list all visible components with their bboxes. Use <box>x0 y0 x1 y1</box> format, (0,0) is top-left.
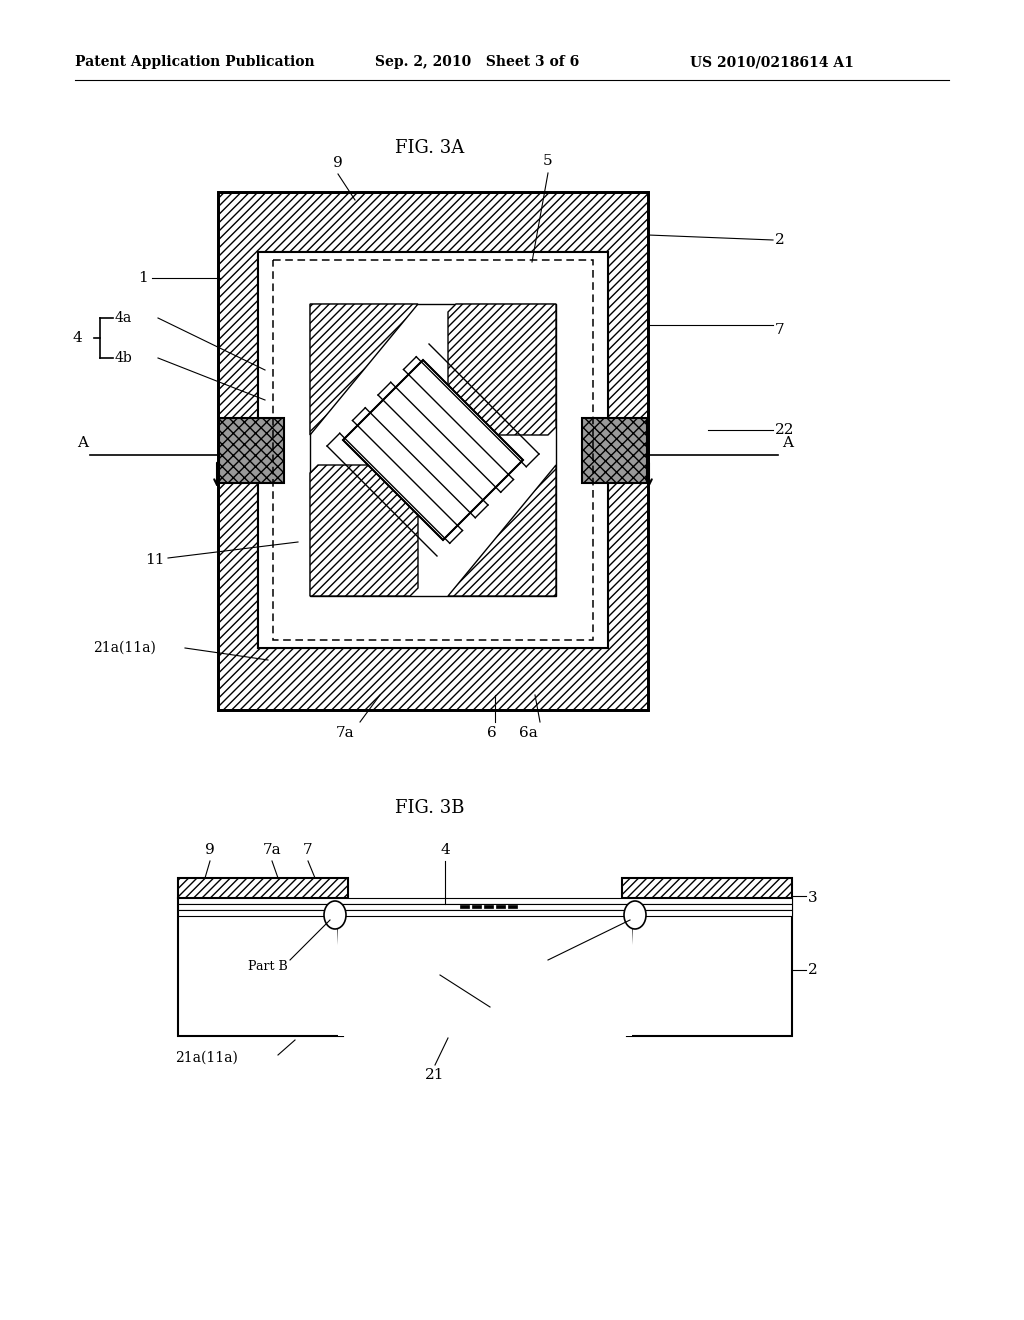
Bar <box>556 252 608 648</box>
Text: 4b: 4b <box>115 351 133 366</box>
Text: 6: 6 <box>487 726 497 741</box>
Text: 3: 3 <box>808 891 817 906</box>
Polygon shape <box>449 465 556 597</box>
Ellipse shape <box>324 902 346 929</box>
Text: 6a: 6a <box>518 726 538 741</box>
Bar <box>258 252 608 648</box>
Text: 7a: 7a <box>263 843 282 857</box>
Polygon shape <box>627 898 792 1036</box>
Text: FIG. 3A: FIG. 3A <box>395 139 465 157</box>
Text: 5: 5 <box>543 154 553 168</box>
Text: 7a: 7a <box>336 726 354 741</box>
Bar <box>582 418 647 483</box>
Bar <box>273 260 593 640</box>
Bar <box>472 906 481 908</box>
Text: 22: 22 <box>775 422 795 437</box>
Text: 21a(11a): 21a(11a) <box>93 642 156 655</box>
Bar <box>508 906 517 908</box>
Text: Sep. 2, 2010   Sheet 3 of 6: Sep. 2, 2010 Sheet 3 of 6 <box>375 55 580 69</box>
Bar <box>178 878 348 898</box>
Text: 4: 4 <box>73 331 82 345</box>
Polygon shape <box>178 898 343 1036</box>
Bar <box>178 904 792 909</box>
Bar <box>258 252 608 304</box>
Text: 4a: 4a <box>115 312 132 325</box>
Bar <box>178 878 348 898</box>
Bar <box>219 418 284 483</box>
Bar <box>258 252 310 648</box>
Text: 2: 2 <box>775 234 784 247</box>
Text: 4: 4 <box>440 843 450 857</box>
Bar <box>218 191 648 710</box>
Bar <box>258 597 608 648</box>
Bar <box>258 252 608 304</box>
Text: 9: 9 <box>205 843 215 857</box>
Bar <box>258 597 608 648</box>
Text: A: A <box>77 436 88 450</box>
Bar <box>484 906 493 908</box>
Bar <box>582 418 647 483</box>
Polygon shape <box>343 360 523 540</box>
Text: FIG. 3B: FIG. 3B <box>395 799 465 817</box>
Bar <box>622 878 792 898</box>
Text: 21a(11a): 21a(11a) <box>175 1051 238 1065</box>
Text: 21: 21 <box>425 1068 444 1082</box>
Text: US 2010/0218614 A1: US 2010/0218614 A1 <box>690 55 854 69</box>
Text: 7: 7 <box>303 843 312 857</box>
Ellipse shape <box>624 902 646 929</box>
Text: Part B: Part B <box>248 960 288 973</box>
Polygon shape <box>449 304 556 436</box>
Text: 7: 7 <box>775 323 784 337</box>
Text: Patent Application Publication: Patent Application Publication <box>75 55 314 69</box>
Text: 11: 11 <box>145 553 165 568</box>
Bar <box>460 906 469 908</box>
Bar <box>310 304 556 597</box>
Text: A: A <box>782 436 793 450</box>
Bar <box>622 878 792 898</box>
Bar <box>178 909 792 916</box>
Polygon shape <box>310 304 418 436</box>
Bar <box>178 898 792 904</box>
Text: 2: 2 <box>808 964 818 977</box>
Bar <box>258 252 608 648</box>
Text: 1: 1 <box>138 271 148 285</box>
Bar <box>219 418 284 483</box>
Bar <box>338 916 632 1036</box>
Bar <box>258 252 310 648</box>
Polygon shape <box>310 465 418 597</box>
Bar <box>496 906 505 908</box>
Bar <box>218 191 648 710</box>
Bar <box>218 191 648 710</box>
Text: 9: 9 <box>333 156 343 170</box>
Text: 3: 3 <box>485 1010 495 1024</box>
Text: Part B: Part B <box>548 960 588 973</box>
Bar <box>556 252 608 648</box>
